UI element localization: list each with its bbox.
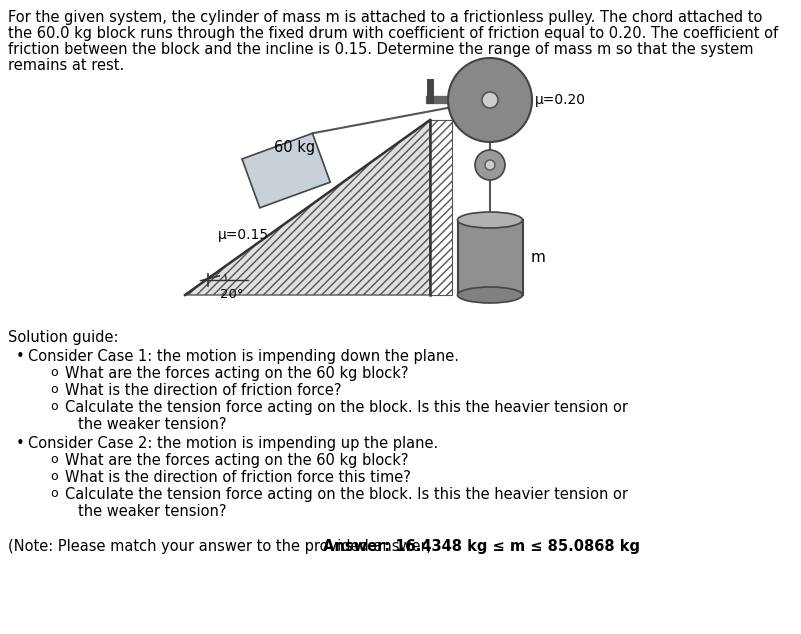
Text: remains at rest.: remains at rest.	[8, 58, 124, 73]
Text: (Note: Please match your answer to the provided answer,: (Note: Please match your answer to the p…	[8, 539, 436, 554]
Circle shape	[448, 58, 532, 142]
Circle shape	[485, 160, 495, 170]
Text: Calculate the tension force acting on the block. Is this the heavier tension or: Calculate the tension force acting on th…	[65, 487, 628, 502]
Ellipse shape	[457, 212, 522, 228]
Text: o: o	[50, 366, 58, 379]
Text: •: •	[16, 436, 25, 451]
Polygon shape	[185, 120, 430, 295]
Text: the weaker tension?: the weaker tension?	[78, 417, 227, 432]
Text: What are the forces acting on the 60 kg block?: What are the forces acting on the 60 kg …	[65, 453, 409, 468]
Text: Answer: 16.4348 kg ≤ m ≤ 85.0868 kg: Answer: 16.4348 kg ≤ m ≤ 85.0868 kg	[323, 539, 640, 554]
Text: For the given system, the cylinder of mass m is attached to a frictionless pulle: For the given system, the cylinder of ma…	[8, 10, 763, 25]
Circle shape	[475, 150, 505, 180]
Circle shape	[482, 92, 498, 108]
Text: 20°: 20°	[220, 288, 244, 301]
Text: o: o	[50, 453, 58, 466]
Bar	[457, 220, 522, 295]
Text: What is the direction of friction force this time?: What is the direction of friction force …	[65, 470, 411, 485]
Text: μ=0.15: μ=0.15	[218, 228, 269, 242]
Text: Consider Case 2: the motion is impending up the plane.: Consider Case 2: the motion is impending…	[28, 436, 438, 451]
Polygon shape	[242, 133, 330, 208]
Text: o: o	[50, 400, 58, 413]
Text: What are the forces acting on the 60 kg block?: What are the forces acting on the 60 kg …	[65, 366, 409, 381]
Text: Calculate the tension force acting on the block. Is this the heavier tension or: Calculate the tension force acting on th…	[65, 400, 628, 415]
Text: m: m	[530, 250, 545, 265]
Text: Consider Case 1: the motion is impending down the plane.: Consider Case 1: the motion is impending…	[28, 349, 459, 364]
Text: o: o	[50, 383, 58, 396]
Text: the 60.0 kg block runs through the fixed drum with coefficient of friction equal: the 60.0 kg block runs through the fixed…	[8, 26, 778, 41]
Text: friction between the block and the incline is 0.15. Determine the range of mass : friction between the block and the incli…	[8, 42, 754, 57]
Text: •: •	[16, 349, 25, 364]
Text: o: o	[50, 470, 58, 483]
Text: o: o	[50, 487, 58, 500]
Ellipse shape	[457, 287, 522, 303]
Text: What is the direction of friction force?: What is the direction of friction force?	[65, 383, 341, 398]
Text: μ=0.20: μ=0.20	[535, 93, 586, 107]
Text: the weaker tension?: the weaker tension?	[78, 504, 227, 519]
Text: Solution guide:: Solution guide:	[8, 330, 119, 345]
Text: 60 kg: 60 kg	[275, 140, 316, 155]
